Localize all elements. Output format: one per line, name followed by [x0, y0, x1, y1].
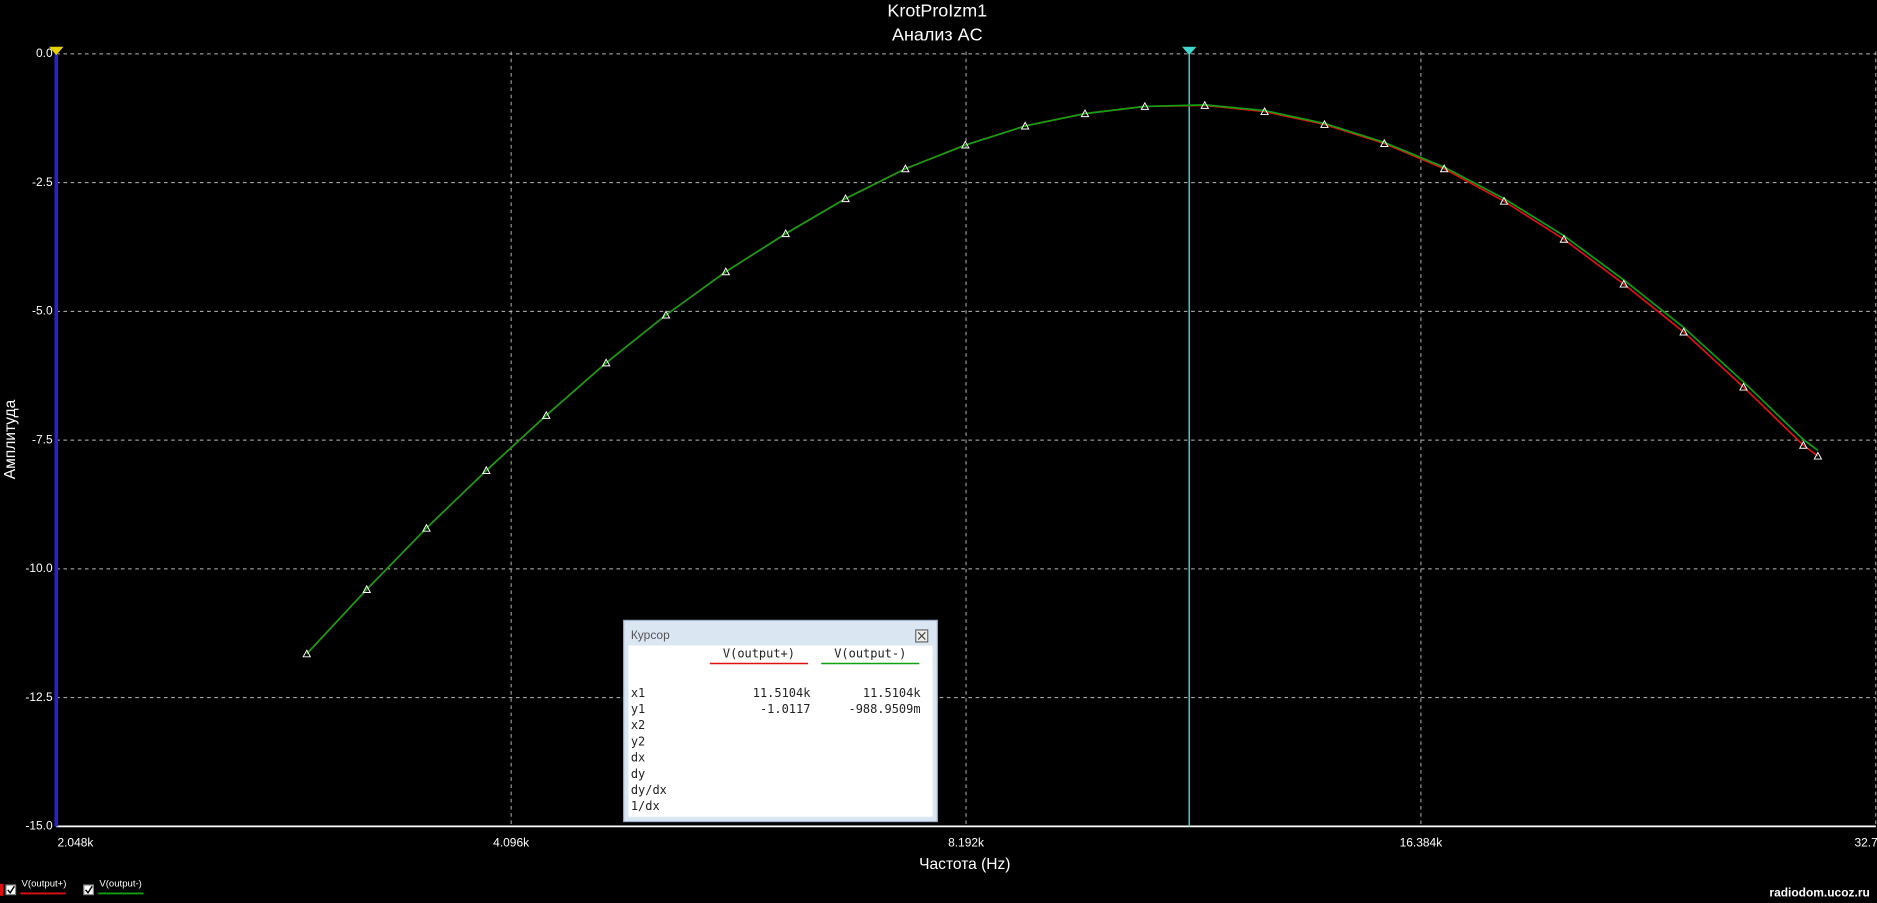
x-tick-label: 2.048k — [57, 835, 93, 849]
x-tick-label: 16.384k — [1400, 835, 1443, 849]
panel-row-label: dy — [631, 767, 645, 781]
y-tick-label: -15.0 — [25, 819, 53, 833]
point-marker — [1798, 440, 1808, 449]
legend-checkbox[interactable] — [5, 884, 17, 896]
legend-checkbox[interactable] — [83, 884, 94, 896]
panel-row-label: dx — [631, 751, 645, 765]
panel-row-label: y1 — [631, 702, 645, 716]
point-marker — [481, 465, 491, 474]
panel-row-label: x1 — [631, 686, 645, 700]
y-tick-label: -10.0 — [25, 561, 53, 575]
point-marker — [1320, 119, 1329, 128]
point-marker — [841, 194, 850, 203]
point-marker — [1679, 327, 1689, 336]
point-marker — [1739, 382, 1748, 391]
point-marker — [1200, 100, 1210, 109]
panel-value: -1.0117 — [760, 702, 810, 716]
panel-row-label: dy/dx — [631, 783, 667, 797]
point-marker — [661, 310, 671, 319]
panel-value: 11.5104k — [863, 686, 921, 700]
point-marker — [541, 410, 551, 419]
panel-row-label: x2 — [631, 718, 645, 732]
y-tick-label: -5.0 — [32, 304, 53, 318]
point-marker — [1020, 121, 1030, 130]
watermark: radiodom.ucoz.ru — [1769, 886, 1869, 900]
cursor-handle — [49, 46, 64, 56]
x-axis-label: Частота (Hz) — [919, 856, 1010, 873]
point-marker — [1140, 101, 1150, 110]
point-marker — [721, 267, 731, 276]
panel-value: 11.5104k — [753, 686, 811, 700]
panel-header: V(output-) — [834, 646, 906, 660]
chart-title: KrotProIzm1 — [887, 1, 987, 21]
chart-subtitle: Анализ AC — [892, 25, 983, 45]
panel-header: V(output+) — [723, 646, 795, 660]
point-marker — [1080, 109, 1090, 118]
y-tick-label: 0.0 — [36, 46, 53, 60]
close-icon — [917, 631, 926, 640]
legend-check — [7, 885, 15, 895]
legend-marker — [0, 883, 4, 896]
point-marker — [422, 523, 431, 532]
y-axis-label: Амплитуда — [2, 399, 19, 479]
legend-label: V(output+) — [22, 878, 67, 889]
point-marker — [900, 164, 910, 173]
y-tick-label: -2.5 — [32, 175, 53, 189]
panel-row-label: 1/dx — [631, 799, 660, 813]
x-tick-label: 4.096k — [493, 835, 529, 849]
point-marker — [960, 140, 970, 149]
x-tick-label: 8.192k — [948, 835, 984, 849]
point-marker — [1379, 138, 1389, 147]
legend-label: V(output-) — [99, 878, 142, 889]
series-line — [306, 104, 1819, 655]
y-tick-label: -7.5 — [32, 432, 53, 446]
panel-value: -988.9509m — [848, 702, 920, 716]
legend-check — [85, 885, 93, 895]
legend-item[interactable]: V(output-) — [83, 878, 144, 896]
cursor-panel[interactable]: Курсор V(output+) V(output-) x1 11.5104k 11.… — [623, 619, 938, 823]
y-tick-label: -12.5 — [25, 690, 53, 704]
point-marker — [1813, 451, 1823, 460]
cursor-handle — [1182, 46, 1197, 56]
point-marker — [362, 584, 372, 593]
panel-body — [628, 645, 933, 817]
panel-row-label: y2 — [631, 734, 645, 748]
legend-item[interactable]: V(output+) — [5, 878, 67, 896]
point-marker — [302, 649, 312, 658]
point-marker — [1619, 279, 1629, 288]
panel-title: Курсор — [631, 628, 670, 642]
point-marker — [601, 358, 611, 367]
point-marker — [1559, 234, 1569, 243]
point-marker — [1439, 164, 1449, 173]
point-marker — [1499, 196, 1509, 205]
x-tick-label: 32.768k — [1855, 835, 1877, 849]
point-marker — [1260, 106, 1269, 116]
point-marker — [781, 229, 791, 238]
